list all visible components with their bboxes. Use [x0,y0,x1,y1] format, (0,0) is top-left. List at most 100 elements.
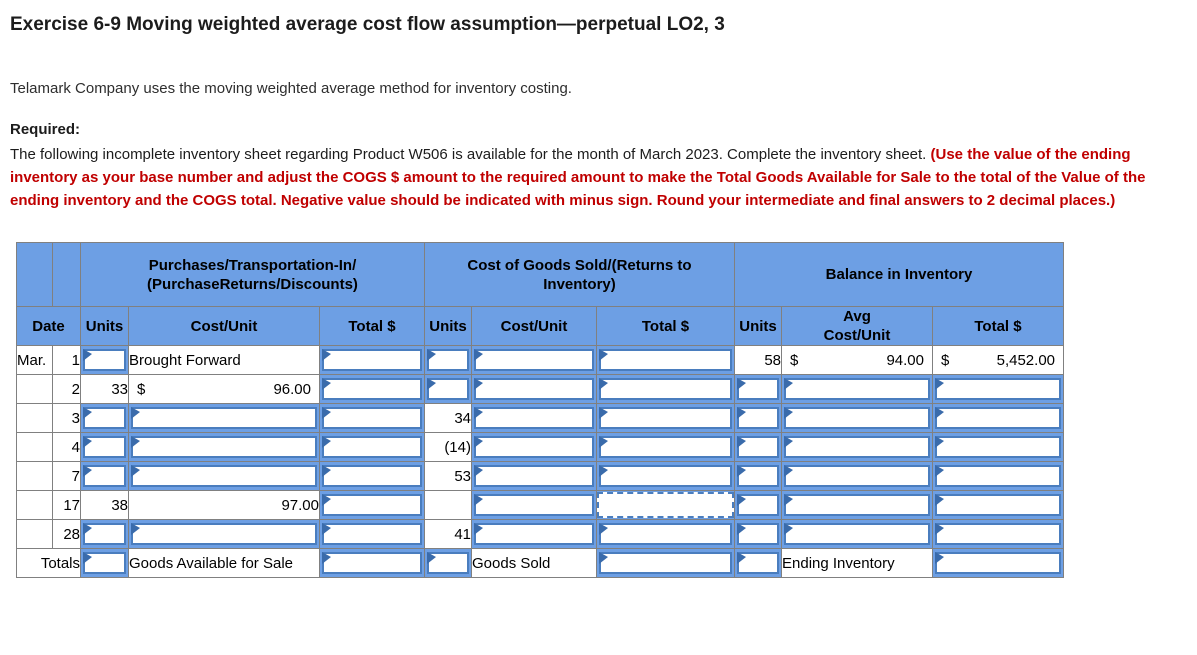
input-totals-bal-units[interactable] [737,552,779,574]
cell-mar3-bal-units [734,403,782,433]
input-mar1-purch-units[interactable] [83,349,126,371]
input-marker-icon [737,378,746,390]
input-mar1-purch-total[interactable] [322,349,422,371]
input-marker-icon [474,523,483,535]
input-mar3-cogs-cost[interactable] [474,407,594,429]
input-marker-icon [935,465,944,477]
input-mar4-purch-cost[interactable] [131,436,317,458]
cell-mar4-day: 4 [52,432,81,462]
input-mar4-cogs-total[interactable] [599,436,732,458]
table-row-mar3: 3 34 [16,403,1064,433]
cell-mar3-month [16,403,53,433]
input-marker-icon [322,552,331,564]
input-marker-icon [935,494,944,506]
input-mar17-bal-cost[interactable] [784,494,930,516]
cell-totals-bal-units [734,548,782,578]
input-marker-icon [784,494,793,506]
input-marker-icon [784,523,793,535]
cell-mar28-bal-cost [781,519,933,549]
input-marker-icon [131,523,140,535]
exercise-title: Exercise 6-9 Moving weighted average cos… [10,14,725,35]
input-mar2-bal-total[interactable] [935,378,1061,400]
cell-mar4-month [16,432,53,462]
input-mar17-cogs-total-selected[interactable] [597,492,734,518]
input-mar7-cogs-total[interactable] [599,465,732,487]
cell-mar1-day: 1 [52,345,81,375]
input-mar7-purch-units[interactable] [83,465,126,487]
input-mar2-bal-cost[interactable] [784,378,930,400]
column-header-cost-unit: Cost/Unit [471,306,597,346]
input-marker-icon [83,436,92,448]
input-mar4-purch-total[interactable] [322,436,422,458]
input-mar7-bal-total[interactable] [935,465,1061,487]
input-mar1-cogs-cost[interactable] [474,349,594,371]
input-mar4-bal-units[interactable] [737,436,779,458]
intro-text: Telamark Company uses the moving weighte… [10,80,572,97]
input-mar28-bal-units[interactable] [737,523,779,545]
input-marker-icon [83,349,92,361]
input-mar2-purch-total[interactable] [322,378,422,400]
input-mar28-bal-cost[interactable] [784,523,930,545]
input-mar17-purch-total[interactable] [322,494,422,516]
cell-mar1-cogs-cost [471,345,597,375]
input-marker-icon [131,407,140,419]
input-mar2-cogs-units[interactable] [427,378,469,400]
input-totals-bal-total[interactable] [935,552,1061,574]
input-mar7-bal-cost[interactable] [784,465,930,487]
input-mar2-cogs-total[interactable] [599,378,732,400]
input-mar4-bal-cost[interactable] [784,436,930,458]
input-mar28-purch-cost[interactable] [131,523,317,545]
input-mar3-purch-total[interactable] [322,407,422,429]
table-row-mar1: Mar. 1 Brought Forward 58 $94.00 $5,452.00 [16,345,1064,375]
cell-totals-cogs-units [424,548,472,578]
cell-mar7-bal-units [734,461,782,491]
input-mar3-purch-units[interactable] [83,407,126,429]
input-mar28-purch-total[interactable] [322,523,422,545]
table-row-mar28: 28 41 [16,519,1064,549]
input-mar7-cogs-cost[interactable] [474,465,594,487]
cell-mar1-purch-cost: Brought Forward [128,345,320,375]
input-mar3-bal-total[interactable] [935,407,1061,429]
input-marker-icon [322,349,331,361]
input-mar7-purch-total[interactable] [322,465,422,487]
input-mar28-cogs-cost[interactable] [474,523,594,545]
input-marker-icon [427,378,436,390]
input-mar28-purch-units[interactable] [83,523,126,545]
cell-mar2-cogs-cost [471,374,597,404]
input-mar4-cogs-cost[interactable] [474,436,594,458]
input-mar1-cogs-total[interactable] [599,349,732,371]
input-mar4-bal-total[interactable] [935,436,1061,458]
cell-mar17-cogs-units [424,490,472,520]
input-totals-purch-units[interactable] [83,552,126,574]
input-marker-icon [599,523,608,535]
cell-totals-cogs-total [596,548,735,578]
cell-mar2-day: 2 [52,374,81,404]
input-mar1-cogs-units[interactable] [427,349,469,371]
input-marker-icon [935,552,944,564]
cell-mar1-bal-cost: $94.00 [781,345,933,375]
input-mar3-bal-units[interactable] [737,407,779,429]
input-marker-icon [784,407,793,419]
cell-mar7-purch-total [319,461,425,491]
input-mar2-bal-units[interactable] [737,378,779,400]
cell-mar4-purch-units [80,432,129,462]
input-marker-icon [322,494,331,506]
input-mar3-cogs-total[interactable] [599,407,732,429]
input-totals-purch-total[interactable] [322,552,422,574]
cell-mar2-purch-total [319,374,425,404]
input-mar17-cogs-cost[interactable] [474,494,594,516]
input-totals-cogs-units[interactable] [427,552,469,574]
input-mar28-cogs-total[interactable] [599,523,732,545]
input-mar4-purch-units[interactable] [83,436,126,458]
input-mar3-bal-cost[interactable] [784,407,930,429]
input-totals-cogs-total[interactable] [599,552,732,574]
input-mar3-purch-cost[interactable] [131,407,317,429]
input-marker-icon [935,523,944,535]
input-mar17-bal-total[interactable] [935,494,1061,516]
input-mar2-cogs-cost[interactable] [474,378,594,400]
input-marker-icon [599,407,608,419]
input-mar7-purch-cost[interactable] [131,465,317,487]
input-mar28-bal-total[interactable] [935,523,1061,545]
input-mar7-bal-units[interactable] [737,465,779,487]
input-mar17-bal-units[interactable] [737,494,779,516]
